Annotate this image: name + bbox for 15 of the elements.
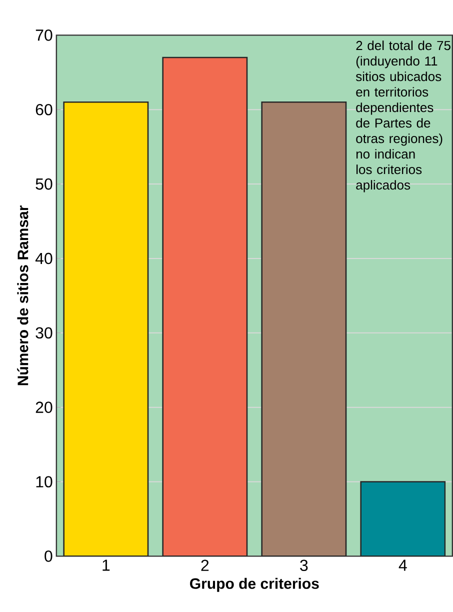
y-tick-label: 40 — [35, 252, 52, 264]
x-axis-title: Grupo de criterios — [190, 578, 319, 592]
y-tick-label: 60 — [36, 104, 52, 116]
y-tick-label: 20 — [36, 402, 52, 413]
y-tick-label: 70 — [36, 30, 52, 41]
x-tick-label: 2 — [201, 560, 209, 571]
y-tick-label: 30 — [36, 327, 52, 339]
x-tick-label: 3 — [300, 560, 308, 572]
x-tick-label: 4 — [398, 560, 407, 571]
y-tick-label: 10 — [36, 476, 52, 488]
x-tick-label: 1 — [102, 560, 110, 571]
y-axis-title: Número de sitios Ramsar — [17, 205, 28, 386]
text: 2 del total de 75 (induyendo 11 sitios ubicados en territorios dependientes de Partes de otras regiones) no indican los criterios aplicados — [356, 40, 450, 192]
y-tick-label: 50 — [36, 178, 52, 190]
y-tick-label: 0 — [44, 550, 52, 562]
